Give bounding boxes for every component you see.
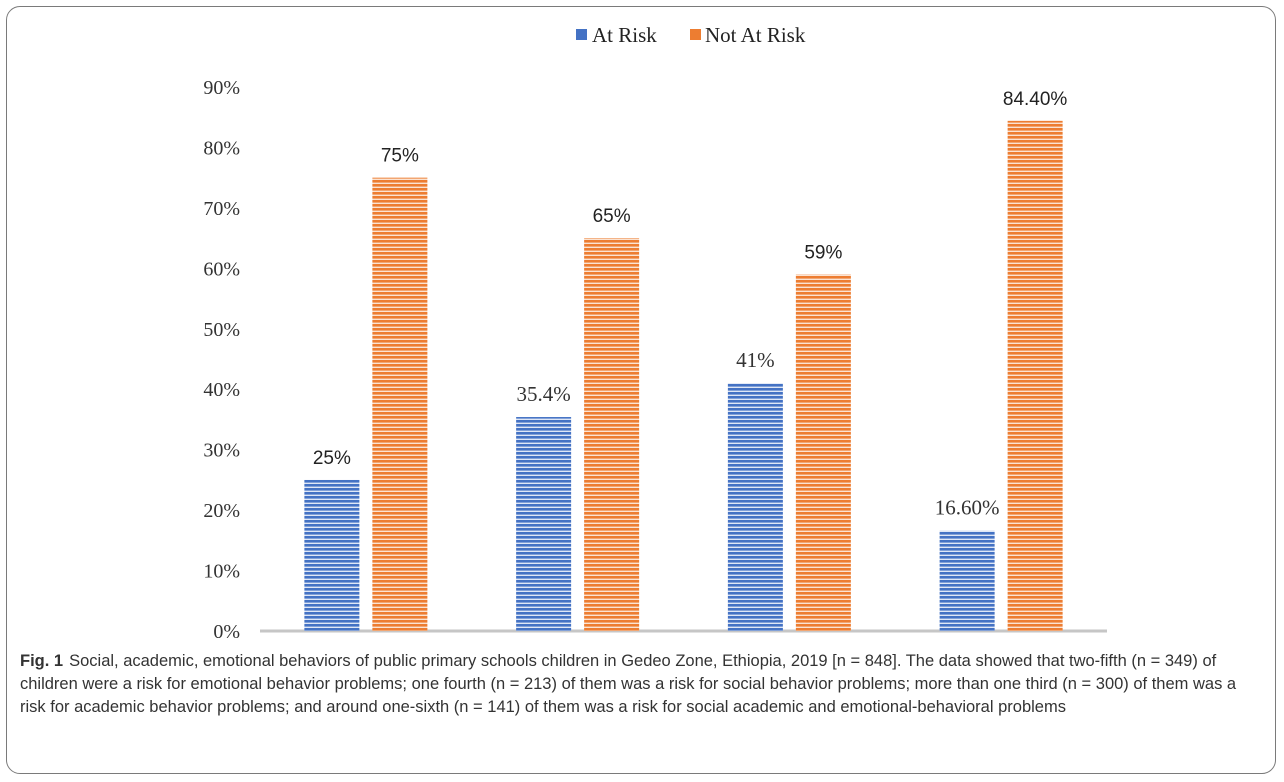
y-tick-label: 70% <box>203 198 240 220</box>
bar-at-risk <box>727 383 783 631</box>
data-label-not-at-risk: 84.40% <box>1003 89 1068 110</box>
x-tick-label: Social Behavior <box>299 647 434 650</box>
bar-at-risk <box>939 530 995 631</box>
y-tick-label: 10% <box>203 561 240 583</box>
data-label-at-risk: 35.4% <box>517 382 571 406</box>
x-tick-label: Total Bhavior <box>943 647 1059 650</box>
y-tick-label: 60% <box>203 258 240 280</box>
y-tick-label: 0% <box>213 621 240 643</box>
bar-not-at-risk <box>1007 120 1063 632</box>
x-tick-label: Academic Behavior <box>494 647 661 650</box>
figure-frame <box>6 6 1276 774</box>
data-label-at-risk: 16.60% <box>935 496 1000 520</box>
bar-chart: At Risk Not At Risk 0% 10% 20% 30% 40% 50% 60%… <box>203 23 1107 650</box>
legend: At Risk Not At Risk <box>576 23 806 47</box>
data-label-not-at-risk: 65% <box>593 206 631 227</box>
y-tick-label: 20% <box>203 500 240 522</box>
legend-swatch-not-at-risk <box>690 29 701 40</box>
y-tick-label: 30% <box>203 440 240 462</box>
y-tick-label: 90% <box>203 77 240 99</box>
legend-label-not-at-risk: Not At Risk <box>705 23 806 47</box>
bar-not-at-risk <box>584 238 640 631</box>
data-label-at-risk: 41% <box>736 348 775 372</box>
y-tick-label: 80% <box>203 137 240 159</box>
legend-swatch-at-risk <box>576 29 587 40</box>
y-axis: 0% 10% 20% 30% 40% 50% 60% 70% 80% 90% <box>203 77 240 643</box>
legend-label-at-risk: At Risk <box>592 23 657 47</box>
caption-label: Fig. 1 <box>20 652 64 670</box>
bar-at-risk <box>516 417 572 631</box>
y-tick-label: 50% <box>203 319 240 341</box>
figure-caption: Fig. 1 Social, academic, emotional behavi… <box>20 650 1265 719</box>
data-label-not-at-risk: 59% <box>804 242 842 263</box>
x-axis: Social Behavior Academic Behavior Emotiona… <box>299 647 1059 650</box>
y-tick-label: 40% <box>203 379 240 401</box>
bar-not-at-risk <box>372 177 428 631</box>
bar-at-risk <box>304 479 360 631</box>
data-label-not-at-risk: 75% <box>381 146 419 167</box>
bars: 25% 75% 35.4% 65% 41% 59% 16.60% 84.40% <box>304 89 1068 632</box>
x-tick-label: Emotional Behavior <box>705 647 875 650</box>
caption-text: Social, academic, emotional behaviors of… <box>20 652 1237 716</box>
data-label-at-risk: 25% <box>313 448 351 469</box>
bar-not-at-risk <box>795 274 851 631</box>
